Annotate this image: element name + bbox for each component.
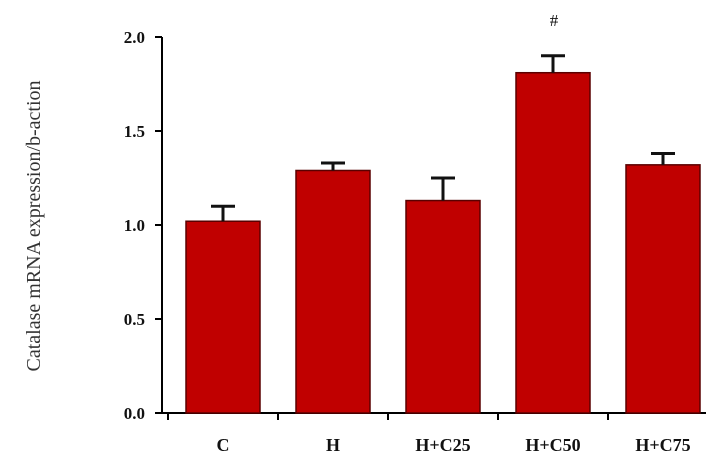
error-bars	[211, 54, 675, 222]
y-axis-title: Catalase mRNA expression/b-action	[23, 80, 45, 371]
x-category-label: H+C50	[525, 435, 580, 455]
y-tick-label: 0.5	[124, 310, 145, 329]
y-tick-label: 1.5	[124, 122, 145, 141]
bar-h-c75	[625, 164, 701, 414]
x-category-label: C	[217, 435, 230, 455]
x-category-label: H+C25	[415, 435, 470, 455]
y-tick-label: 0.0	[124, 404, 145, 423]
bars	[185, 71, 701, 414]
x-category-labels: C H H+C25 H+C50 H+C75	[217, 435, 691, 455]
significance-annotation: #	[550, 11, 559, 30]
bar-h-c50	[515, 71, 591, 414]
y-ticks: 0.0 0.5 1.0 1.5 2.0	[124, 28, 162, 423]
annotations: #	[550, 11, 559, 30]
bar-c	[185, 220, 261, 414]
y-tick-label: 2.0	[124, 28, 145, 47]
x-category-label: H	[326, 435, 340, 455]
bar-h	[295, 169, 371, 414]
bar-h-c25	[405, 199, 481, 414]
x-category-label: H+C75	[635, 435, 690, 455]
y-tick-label: 1.0	[124, 216, 145, 235]
